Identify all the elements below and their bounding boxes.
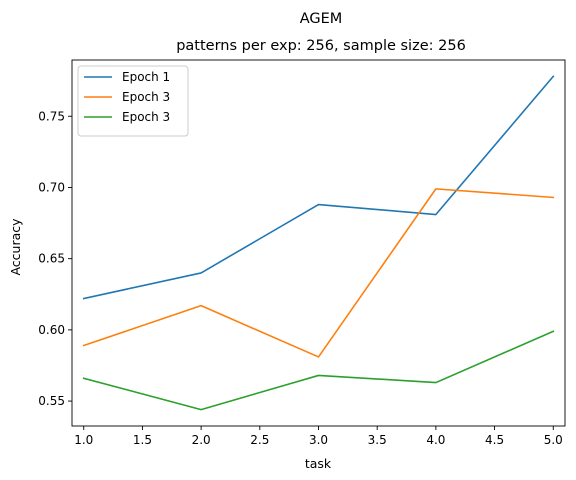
legend-box bbox=[77, 65, 189, 137]
x-axis-label: task bbox=[305, 456, 332, 471]
x-tick-label-3: 2.0 bbox=[192, 433, 211, 447]
y-tick-label-4: 0.70 bbox=[38, 180, 65, 194]
y-tick-label-3: 0.65 bbox=[38, 252, 65, 266]
x-tick-label-4: 2.5 bbox=[250, 433, 269, 447]
x-tick-label-9: 5.0 bbox=[544, 433, 563, 447]
x-tick-label-1: 1.0 bbox=[74, 433, 93, 447]
chart-subtitle: patterns per exp: 256, sample size: 256 bbox=[176, 38, 466, 54]
x-tick-label-8: 4.5 bbox=[485, 433, 504, 447]
x-tick-label-5: 3.0 bbox=[309, 433, 328, 447]
series-line-2 bbox=[82, 188, 555, 358]
x-tick-label-7: 4.0 bbox=[426, 433, 445, 447]
x-tick-label-6: 3.5 bbox=[368, 433, 387, 447]
legend-label-3: Epoch 3 bbox=[122, 110, 170, 124]
y-tick-label-1: 0.55 bbox=[38, 394, 65, 408]
chart-title: AGEM bbox=[300, 11, 343, 27]
plot-area: 1.0 1.5 2.0 2.5 3.0 3.5 4.0 4.5 5.0 0.55 0.60 0.65 0… bbox=[38, 59, 566, 447]
y-axis-label: Accuracy bbox=[8, 218, 23, 276]
legend: Epoch 1 Epoch 3 Epoch 3 bbox=[77, 65, 189, 137]
legend-label-1: Epoch 1 bbox=[122, 70, 170, 84]
legend-label-2: Epoch 3 bbox=[122, 90, 170, 104]
series-line-1 bbox=[82, 75, 555, 300]
y-tick-label-5: 0.75 bbox=[38, 109, 65, 123]
series-line-3 bbox=[82, 330, 555, 411]
x-tick-label-2: 1.5 bbox=[133, 433, 152, 447]
y-tick-label-2: 0.60 bbox=[38, 323, 65, 337]
